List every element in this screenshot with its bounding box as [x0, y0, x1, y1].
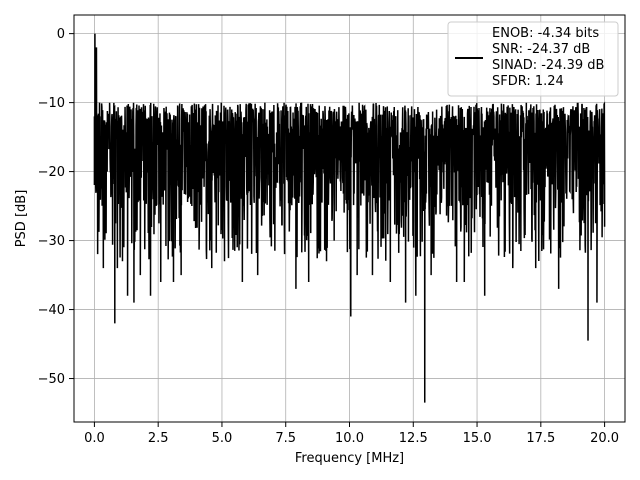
x-tick-label: 17.5: [526, 431, 555, 446]
y-tick-label: −50: [38, 372, 65, 387]
x-tick-label: 20.0: [590, 431, 619, 446]
y-tick-label: −20: [38, 165, 65, 180]
y-tick-label: 0: [57, 27, 65, 42]
legend: ENOB: -4.34 bits SNR: -24.37 dB SINAD: -24…: [447, 21, 619, 97]
plot-area: [93, 33, 606, 403]
y-tick-label: −30: [38, 234, 65, 249]
legend-series-label: ENOB: -4.34 bits SNR: -24.37 dB SINAD: -24…: [492, 26, 604, 89]
y-axis-ticks: 0 −10 −20 −30 −40 −50: [38, 27, 74, 387]
x-tick-label: 15.0: [463, 431, 492, 446]
x-tick-label: 5.0: [212, 431, 233, 446]
x-tick-label: 12.5: [399, 431, 428, 446]
legend-box: [447, 21, 619, 97]
x-tick-label: 7.5: [275, 431, 296, 446]
y-tick-label: −10: [38, 96, 65, 111]
x-tick-label: 2.5: [148, 431, 169, 446]
y-axis-label: PSD [dB]: [14, 190, 29, 248]
x-axis-label: Frequency [MHz]: [295, 451, 404, 466]
x-axis-ticks: 0.0 2.5 5.0 7.5 10.0 12.5 15.0 17.5 20.0: [84, 422, 619, 446]
psd-line: [93, 33, 606, 403]
y-tick-label: −40: [38, 303, 65, 318]
x-tick-label: 10.0: [335, 431, 364, 446]
x-tick-label: 0.0: [84, 431, 105, 446]
